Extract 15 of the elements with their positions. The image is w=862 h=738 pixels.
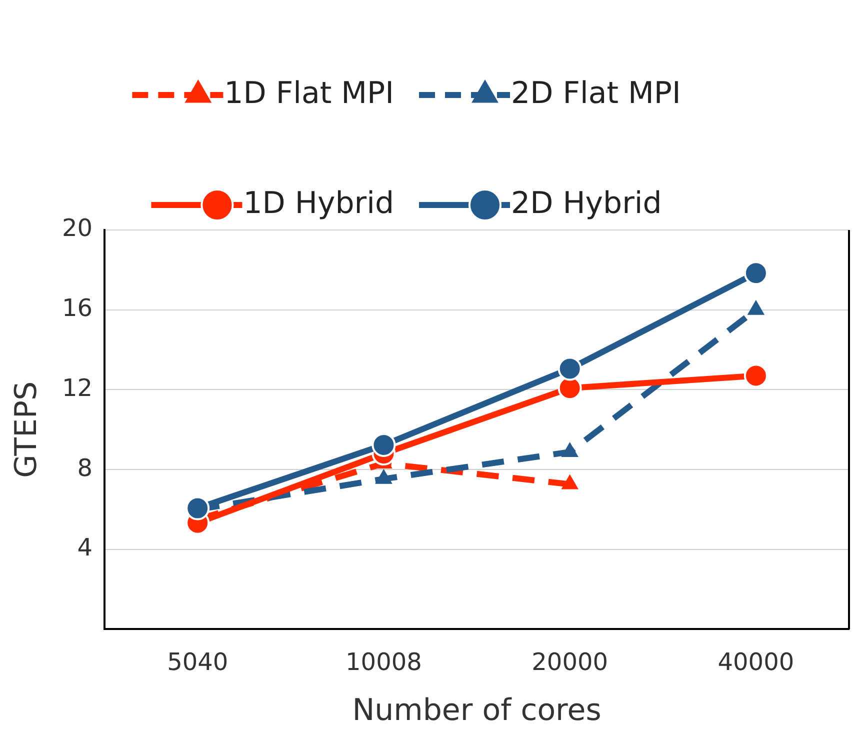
legend-label: 1D Flat MPI xyxy=(224,76,394,111)
x-tick-label: 10008 xyxy=(346,648,422,676)
x-tick-label: 40000 xyxy=(718,648,794,676)
y-tick-label: 20 xyxy=(62,214,93,242)
legend-label: 1D Hybrid xyxy=(243,186,394,221)
y-axis-title: GTEPS xyxy=(8,381,44,478)
y-tick-label: 8 xyxy=(77,454,93,482)
y-tick-label: 12 xyxy=(62,374,93,402)
legend-label: 2D Flat MPI xyxy=(511,76,681,111)
y-tick-label: 16 xyxy=(62,294,93,322)
y-tick-label: 4 xyxy=(77,534,93,562)
x-tick-label: 20000 xyxy=(532,648,608,676)
x-axis-title: Number of cores xyxy=(352,692,602,728)
legend-label: 2D Hybrid xyxy=(511,186,662,221)
x-tick-label: 5040 xyxy=(167,648,228,676)
